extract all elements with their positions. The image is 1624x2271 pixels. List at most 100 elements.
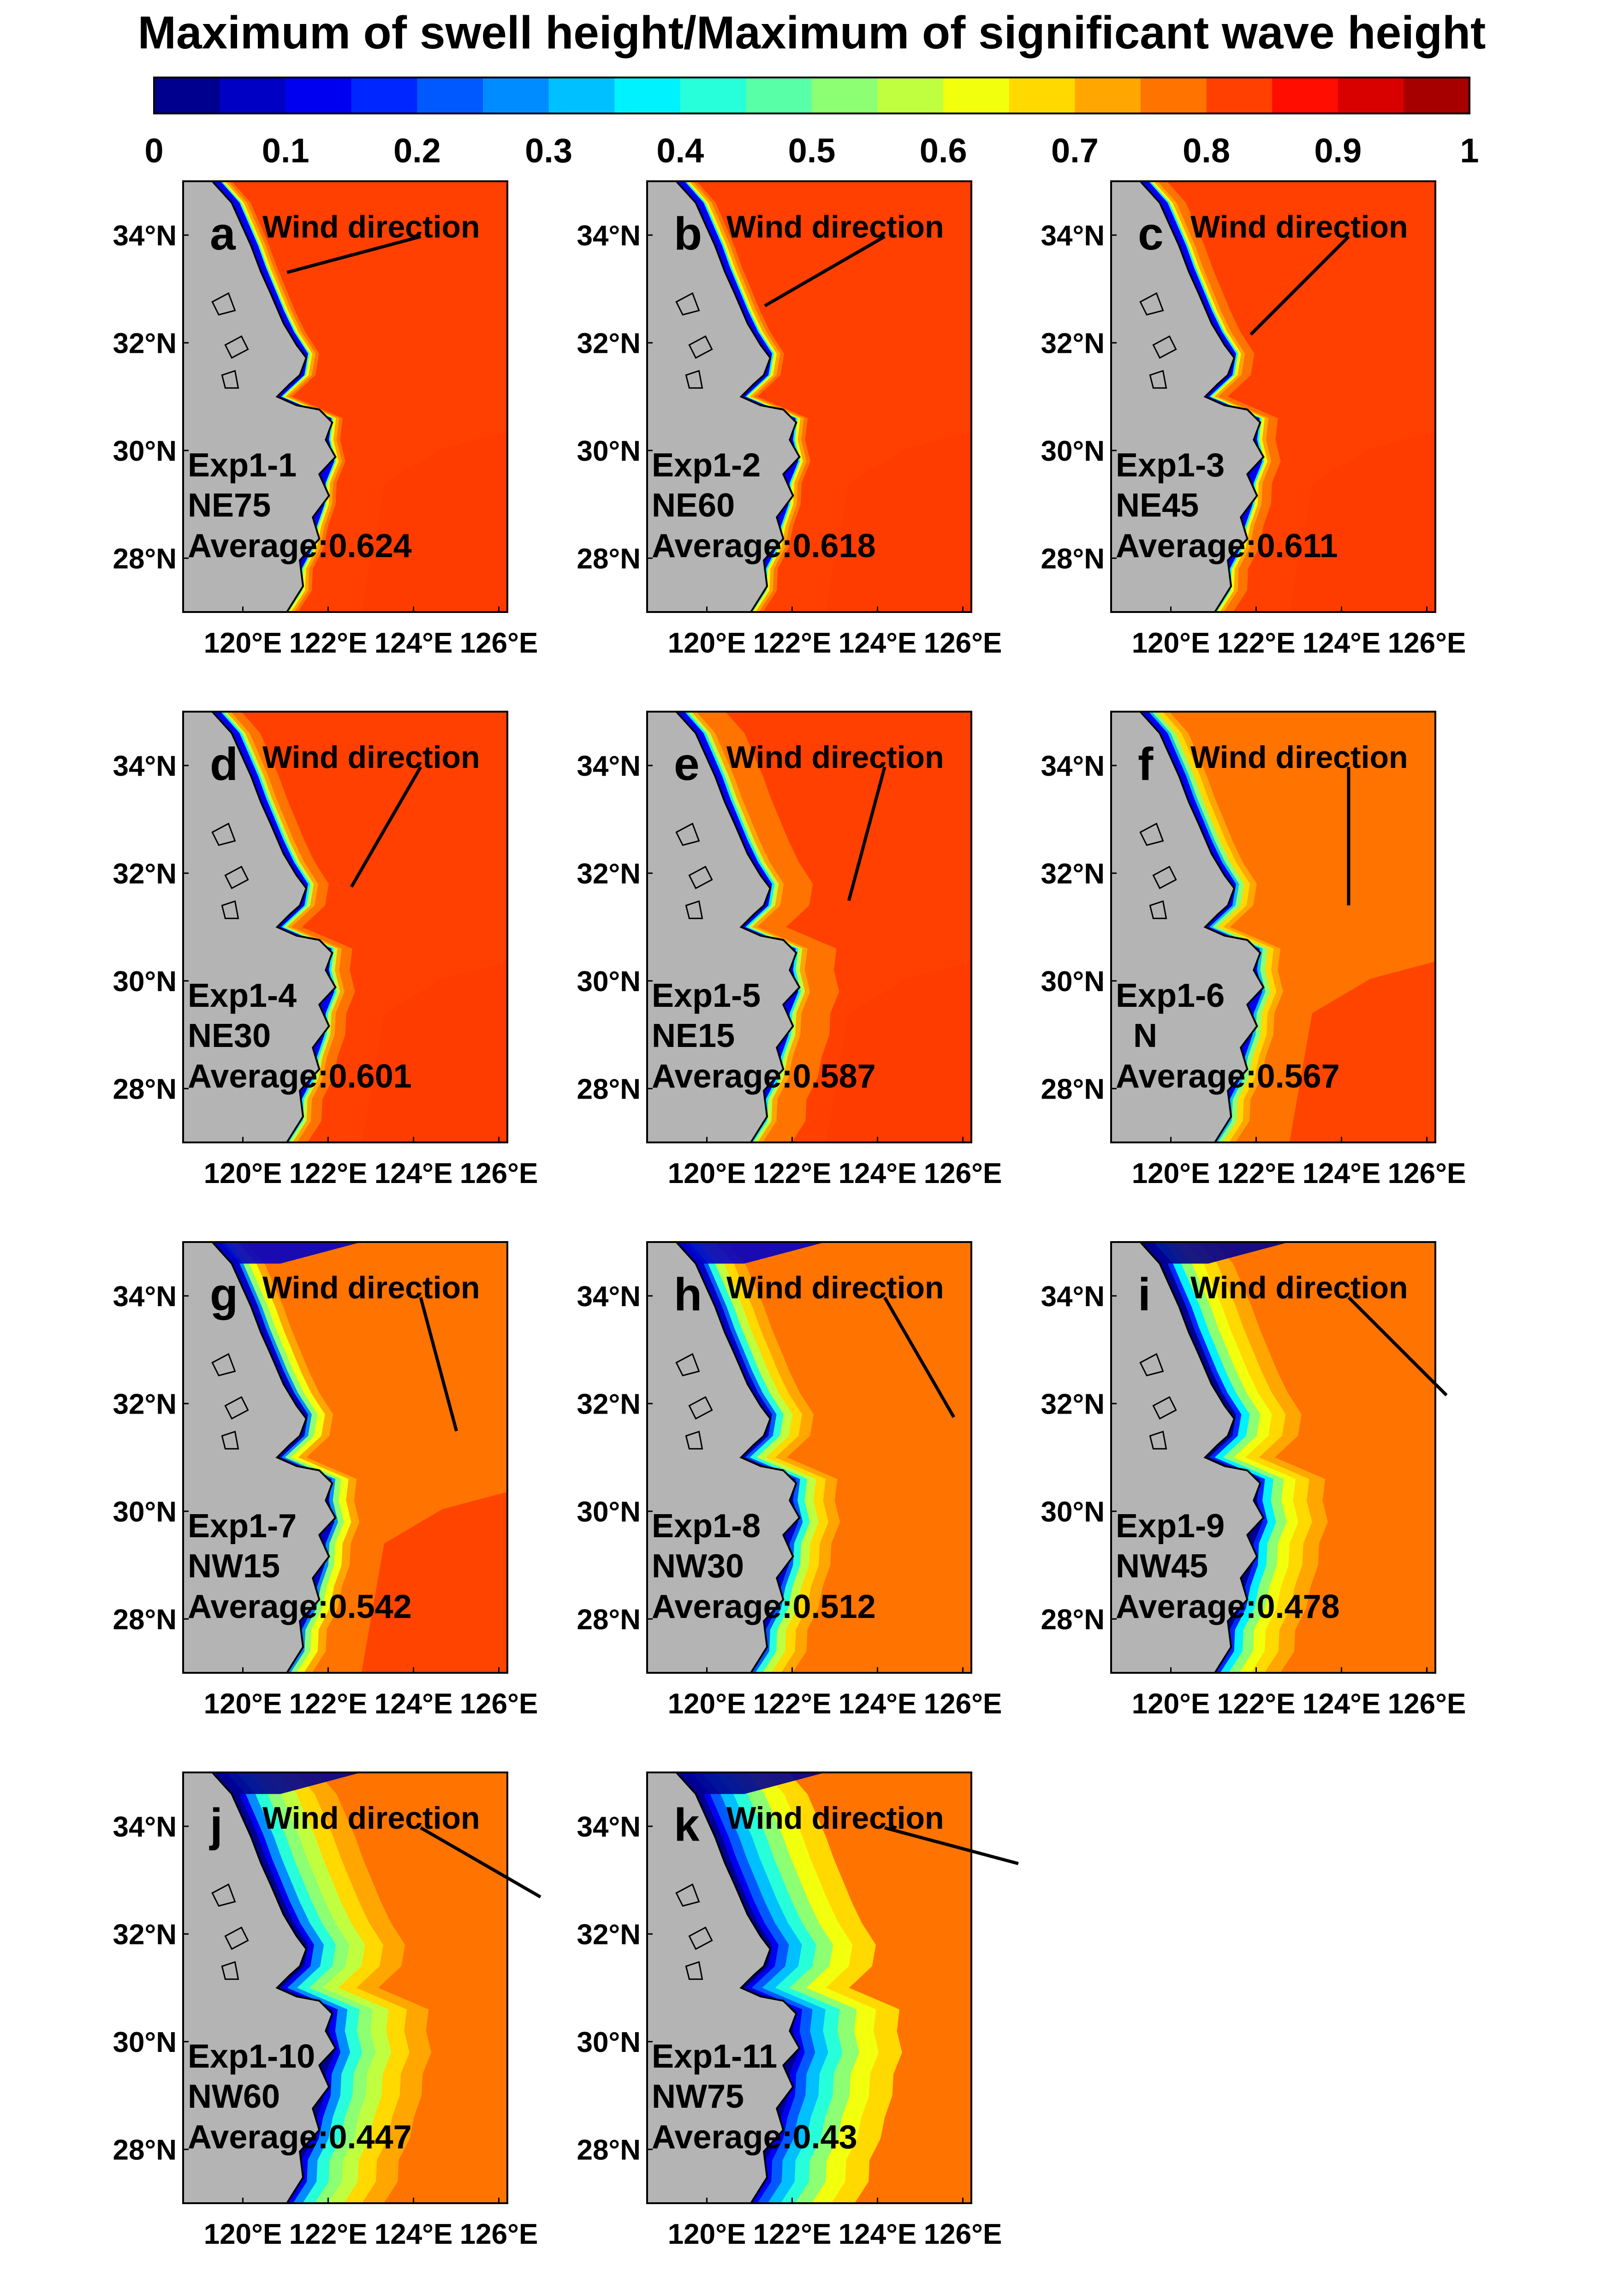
lake-outline <box>1149 900 1167 919</box>
wind-case-label: NW45 <box>1116 1548 1208 1585</box>
lat-tick-label: 32°N <box>1041 327 1105 359</box>
lat-tick-label: 28°N <box>577 1073 641 1105</box>
panel-letter: f <box>1138 738 1154 790</box>
lon-tick-label: 124°E <box>375 1158 453 1189</box>
wind-direction-label: Wind direction <box>726 1270 944 1305</box>
wind-direction-label: Wind direction <box>1190 1270 1408 1305</box>
lat-tick-label: 30°N <box>577 2027 641 2058</box>
lat-tick-label: 32°N <box>113 1388 177 1420</box>
experiment-id: Exp1-4 <box>188 977 297 1014</box>
lat-tick-label: 30°N <box>113 2027 177 2058</box>
lake-outline <box>1152 1396 1177 1420</box>
land-mass <box>1111 712 1265 1142</box>
colorbar-tick-label: 0.3 <box>525 131 572 170</box>
lon-tick-label: 122°E <box>289 1158 368 1189</box>
lat-tick-label: 30°N <box>577 1496 641 1528</box>
northern-low-band <box>676 1772 826 1794</box>
map-panel: 34°N 32°N 30°N 28°N 120°E 122°E 124°E 126°E g Win… <box>113 1241 538 1720</box>
lon-tick-label: 122°E <box>753 1688 832 1720</box>
lake-outline <box>224 1926 249 1950</box>
map-panel: 34°N 32°N 30°N 28°N 120°E 122°E 124°E 126°E a Win… <box>113 180 538 659</box>
map-frame <box>1110 180 1436 613</box>
lat-tick-label: 32°N <box>577 327 641 359</box>
wind-case-label: NE60 <box>652 487 735 524</box>
lon-tick-label: 122°E <box>289 627 368 659</box>
map-panel: 34°N 32°N 30°N 28°N 120°E 122°E 124°E 126°E d Win… <box>113 711 538 1189</box>
map-panel: 34°N 32°N 30°N 28°N 120°E 122°E 124°E 126°E f Win… <box>1041 711 1466 1189</box>
lat-tick-label: 28°N <box>577 543 641 575</box>
lake-outline <box>1149 370 1167 389</box>
map-body <box>183 1242 507 1673</box>
lat-tick-label: 34°N <box>1041 1281 1105 1313</box>
land-mass <box>183 181 337 612</box>
land-mass <box>1111 1242 1265 1673</box>
panel-letter: h <box>674 1269 702 1320</box>
map-body <box>647 1242 971 1673</box>
lat-tick-label: 34°N <box>1041 220 1105 252</box>
lake-outline <box>688 335 713 359</box>
lake-outline <box>211 1883 236 1907</box>
experiment-id: Exp1-5 <box>652 977 761 1014</box>
colorbar-segment <box>286 77 352 113</box>
lat-tick-label: 32°N <box>577 1919 641 1950</box>
lat-tick-label: 32°N <box>113 858 177 890</box>
lon-tick-label: 122°E <box>289 2218 368 2250</box>
experiment-id: Exp1-8 <box>652 1508 761 1545</box>
lon-tick-label: 122°E <box>1217 627 1296 659</box>
lon-tick-label: 124°E <box>839 1158 917 1189</box>
lat-tick-label: 28°N <box>577 2134 641 2166</box>
panel-letter: c <box>1138 208 1164 260</box>
wind-case-label: NE75 <box>188 487 271 524</box>
lon-tick-label: 122°E <box>753 627 832 659</box>
lon-tick-label: 126°E <box>924 627 1002 659</box>
colorbar-tick-label: 1 <box>1460 131 1479 170</box>
lon-tick-label: 126°E <box>924 2218 1002 2250</box>
map-panel: 34°N 32°N 30°N 28°N 120°E 122°E 124°E 126°E b Win… <box>577 180 1002 659</box>
lat-tick-label: 34°N <box>113 220 177 252</box>
panel-letter: g <box>210 1269 238 1320</box>
lake-outline <box>224 866 249 889</box>
lat-tick-label: 30°N <box>113 966 177 998</box>
lake-outline <box>675 822 700 846</box>
lon-tick-label: 124°E <box>1303 1688 1381 1720</box>
lake-outline <box>675 1883 700 1907</box>
lat-tick-label: 32°N <box>113 1919 177 1950</box>
average-ratio-label: Average:0.447 <box>188 2119 412 2156</box>
lake-outline <box>224 1396 249 1420</box>
lake-outline <box>685 900 703 919</box>
colorbar-segment <box>812 77 878 113</box>
lat-tick-label: 32°N <box>1041 1388 1105 1420</box>
wind-case-label: NW75 <box>652 2078 744 2115</box>
map-panel: 34°N 32°N 30°N 28°N 120°E 122°E 124°E 126°E e Win… <box>577 711 1002 1189</box>
map-frame <box>182 1241 508 1674</box>
colorbar-segment <box>680 77 746 113</box>
northern-low-band <box>212 1772 362 1794</box>
southern-high-patch <box>1289 961 1435 1142</box>
land-mass <box>647 1242 801 1673</box>
lat-tick-label: 34°N <box>577 1281 641 1313</box>
lat-tick-label: 32°N <box>1041 858 1105 890</box>
lat-tick-label: 30°N <box>577 435 641 467</box>
wind-direction-label: Wind direction <box>262 1801 480 1836</box>
lat-tick-label: 30°N <box>113 435 177 467</box>
lon-tick-label: 126°E <box>924 1158 1002 1189</box>
map-frame <box>182 1772 508 2204</box>
wind-direction-label: Wind direction <box>262 740 480 775</box>
experiment-id: Exp1-2 <box>652 447 761 484</box>
map-frame <box>646 180 972 613</box>
lake-outline <box>224 335 249 359</box>
map-body <box>647 712 971 1142</box>
land-mass <box>647 181 801 612</box>
map-panel: 34°N 32°N 30°N 28°N 120°E 122°E 124°E 126°E c Win… <box>1041 180 1466 659</box>
southern-high-patch <box>361 961 507 1142</box>
northern-low-band <box>1140 1242 1290 1264</box>
colorbar-segment <box>1141 77 1207 113</box>
lon-tick-label: 126°E <box>460 1688 538 1720</box>
lake-outline <box>685 1961 703 1980</box>
lat-tick-label: 34°N <box>113 750 177 782</box>
lon-tick-label: 120°E <box>668 1158 746 1189</box>
lat-tick-label: 34°N <box>577 750 641 782</box>
wind-arrow <box>350 766 422 888</box>
wind-direction-label: Wind direction <box>726 740 944 775</box>
average-ratio-label: Average:0.601 <box>188 1058 412 1095</box>
